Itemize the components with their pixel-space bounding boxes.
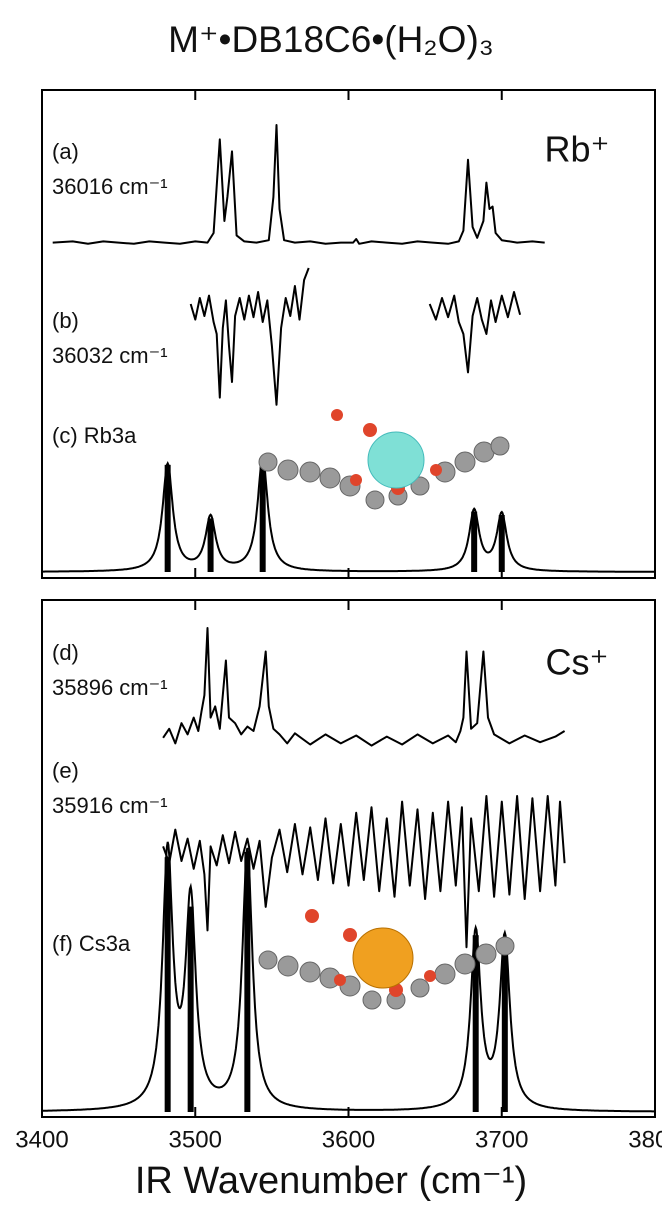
trace-label: (e) bbox=[52, 758, 79, 783]
ion-label: Cs⁺ bbox=[546, 642, 609, 683]
trace-label: (d) bbox=[52, 640, 79, 665]
spectrum-trace bbox=[163, 628, 564, 746]
trace-sublabel: 36032 cm⁻¹ bbox=[52, 343, 168, 368]
trace-label: (c) Rb3a bbox=[52, 423, 137, 448]
trace-label: (f) Cs3a bbox=[52, 931, 131, 956]
x-tick-label: 3400 bbox=[15, 1126, 68, 1153]
calc-stick bbox=[208, 518, 214, 572]
trace-sublabel: 35916 cm⁻¹ bbox=[52, 793, 168, 818]
trace-label: (b) bbox=[52, 308, 79, 333]
x-tick-label: 3700 bbox=[475, 1126, 528, 1153]
figure: M⁺•DB18C6•(H₂O)₃ IR Wavenumber (cm⁻¹) Rb… bbox=[0, 0, 662, 1207]
ion-label: Rb⁺ bbox=[544, 129, 609, 170]
calc-stick bbox=[165, 465, 171, 572]
calc-stick bbox=[165, 857, 171, 1112]
calc-stick bbox=[471, 512, 477, 572]
calc-stick bbox=[244, 852, 250, 1112]
trace-label: (a) bbox=[52, 139, 79, 164]
trace-sublabel: 35896 cm⁻¹ bbox=[52, 675, 168, 700]
calc-stick bbox=[188, 907, 194, 1112]
figure-title: M⁺•DB18C6•(H₂O)₃ bbox=[168, 19, 494, 60]
lorentzian-envelope bbox=[42, 457, 655, 572]
x-tick-label: 3500 bbox=[169, 1126, 222, 1153]
x-tick-label: 3600 bbox=[322, 1126, 375, 1153]
calc-stick bbox=[260, 458, 266, 572]
calc-stick bbox=[502, 940, 508, 1112]
spectrum-trace bbox=[191, 268, 520, 405]
x-axis-label: IR Wavenumber (cm⁻¹) bbox=[135, 1160, 527, 1202]
molecule-rb bbox=[259, 409, 509, 509]
spectrum-trace bbox=[163, 796, 564, 947]
trace-sublabel: 36016 cm⁻¹ bbox=[52, 174, 168, 199]
x-tick-label: 3800 bbox=[628, 1126, 662, 1153]
calc-stick bbox=[499, 515, 505, 572]
